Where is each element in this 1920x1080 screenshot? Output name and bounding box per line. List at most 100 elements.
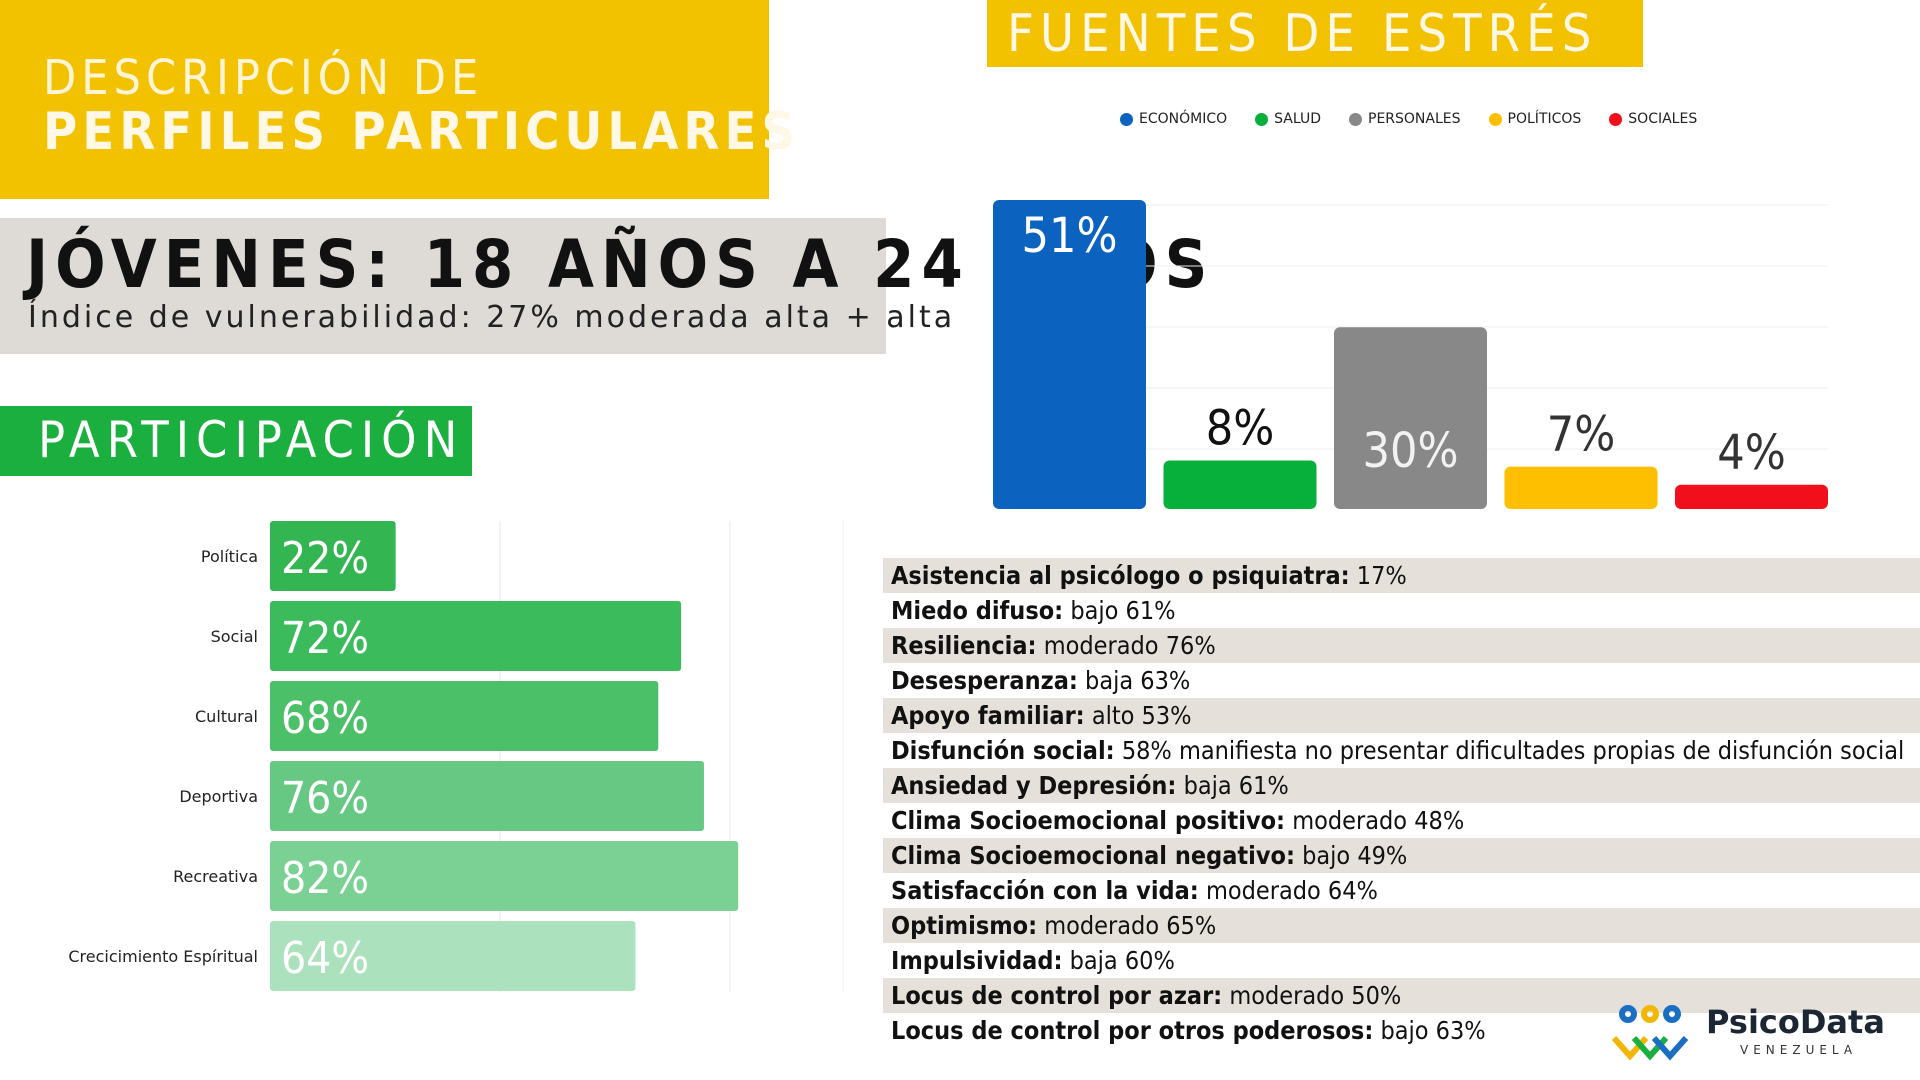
metric-row: Locus de control por otros poderosos: ba… [883, 1013, 1920, 1048]
metric-row: Locus de control por azar: moderado 50% [883, 978, 1920, 1013]
metric-value: 58% manifiesta no presentar dificultades… [1114, 736, 1905, 765]
bar [1504, 466, 1658, 509]
metric-key: Locus de control por azar: [891, 981, 1223, 1010]
metric-key: Optimismo: [891, 911, 1038, 940]
metric-key: Clima Socioemocional negativo: [891, 841, 1295, 870]
metric-key: Desesperanza: [891, 666, 1078, 695]
metric-value: moderado 64% [1198, 876, 1378, 905]
legend-item-politicos: POLÍTICOS [1488, 111, 1582, 127]
participation-chart: Política 22% Social 72% Cultural 68% Deportiva… [68, 521, 844, 992]
data-label: 30% [1363, 423, 1459, 479]
data-label: 82% [281, 853, 369, 904]
legend-label: SALUD [1274, 111, 1321, 127]
metric-value: baja 61% [1176, 771, 1289, 800]
legend-item-salud: SALUD [1255, 111, 1321, 127]
metric-key: Disfunción social: [891, 736, 1115, 765]
metric-row: Satisfacción con la vida: moderado 64% [883, 873, 1920, 908]
legend-dot [1349, 112, 1362, 126]
logo-head-icon [1663, 1005, 1681, 1023]
category-label: Política [201, 547, 258, 566]
metric-key: Clima Socioemocional positivo: [891, 806, 1286, 835]
metric-row: Clima Socioemocional negativo: bajo 49% [883, 838, 1920, 873]
metric-key: Miedo difuso: [891, 596, 1064, 625]
bar [270, 921, 636, 991]
legend-label: SOCIALES [1628, 111, 1698, 127]
logo-head-icon [1619, 1005, 1637, 1023]
metric-row: Impulsividad: baja 60% [883, 943, 1920, 978]
metric-row: Disfunción social: 58% manifiesta no pre… [883, 733, 1920, 768]
title-line-2: PERFILES PARTICULARES [43, 102, 801, 162]
category-label: Social [211, 627, 258, 646]
data-label: 68% [281, 693, 369, 744]
metric-row: Clima Socioemocional positivo: moderado … [883, 803, 1920, 838]
metric-key: Apoyo familiar: [891, 701, 1085, 730]
data-label: 51% [1022, 208, 1118, 264]
stress-legend: ECONÓMICO SALUD PERSONALES POLÍTICOS SOC… [1120, 111, 1697, 127]
title-banner [0, 0, 769, 199]
logo-name: PsicoData [1706, 1003, 1885, 1041]
vulnerability-index: Índice de vulnerabilidad: 27% moderada a… [28, 300, 956, 335]
data-label: 76% [281, 773, 369, 824]
legend-item-personales: PERSONALES [1349, 111, 1461, 127]
metric-value: bajo 63% [1373, 1016, 1486, 1045]
bar [270, 841, 739, 911]
stress-chart: 51% 8% 30% 7% 4% [993, 200, 1828, 509]
stress-banner [987, 0, 1643, 67]
bar [270, 681, 659, 751]
metric-row: Ansiedad y Depresión: baja 61% [883, 768, 1920, 803]
metric-row: Apoyo familiar: alto 53% [883, 698, 1920, 733]
metrics-list: Asistencia al psicólogo o psiquiatra: 17… [883, 558, 1920, 1048]
bar [993, 200, 1146, 509]
data-label: 72% [281, 613, 369, 664]
stress-title: FUENTES DE ESTRÉS [1007, 4, 1598, 64]
metric-key: Ansiedad y Depresión: [891, 771, 1177, 800]
category-label: Crecicimiento Espíritual [68, 947, 258, 966]
category-label: Deportiva [179, 787, 258, 806]
metric-key: Resiliencia: [891, 631, 1037, 660]
metric-value: bajo 49% [1294, 841, 1408, 870]
psicodata-logo-icon [1611, 1005, 1689, 1061]
legend-label: PERSONALES [1368, 111, 1461, 127]
metric-row: Asistencia al psicólogo o psiquiatra: 17… [883, 558, 1920, 593]
metric-value: bajo 61% [1063, 596, 1176, 625]
data-label: 64% [281, 933, 369, 984]
bar [270, 521, 396, 591]
legend-dot [1120, 112, 1133, 126]
metric-key: Locus de control por otros poderosos: [891, 1016, 1374, 1045]
data-label: 8% [1206, 401, 1275, 457]
metric-value: alto 53% [1084, 701, 1192, 730]
metric-row: Optimismo: moderado 65% [883, 908, 1920, 943]
data-label: 22% [281, 533, 369, 584]
legend-dot [1609, 112, 1623, 126]
data-label: 4% [1717, 425, 1786, 481]
metric-value: 17% [1349, 561, 1407, 590]
bar [270, 601, 682, 671]
bar [1163, 460, 1317, 509]
legend-label: ECONÓMICO [1139, 111, 1228, 127]
metric-key: Impulsividad: [891, 946, 1063, 975]
youth-banner [0, 218, 886, 354]
metric-value: baja 63% [1077, 666, 1191, 695]
metric-value: moderado 50% [1222, 981, 1402, 1010]
logo-link-icon [1651, 1036, 1689, 1061]
metric-value: baja 60% [1062, 946, 1175, 975]
category-label: Recreativa [173, 867, 258, 886]
title-line-1: DESCRIPCIÓN DE [43, 50, 484, 106]
participation-title: PARTICIPACIÓN [38, 411, 465, 469]
logo-head-icon [1641, 1005, 1659, 1023]
data-label: 7% [1547, 407, 1616, 463]
bar [270, 761, 704, 831]
bar [1334, 327, 1487, 509]
metric-row: Resiliencia: moderado 76% [883, 628, 1920, 663]
participation-banner [0, 406, 472, 476]
metric-key: Satisfacción con la vida: [891, 876, 1199, 905]
category-label: Cultural [195, 707, 258, 726]
legend-label: POLÍTICOS [1507, 111, 1582, 127]
legend-dot [1255, 112, 1269, 126]
metric-value: moderado 65% [1037, 911, 1217, 940]
metric-row: Miedo difuso: bajo 61% [883, 593, 1920, 628]
metric-value: moderado 76% [1036, 631, 1216, 660]
logo-subtitle: VENEZUELA [1740, 1043, 1858, 1057]
metric-row: Desesperanza: baja 63% [883, 663, 1920, 698]
legend-dot [1488, 112, 1502, 126]
